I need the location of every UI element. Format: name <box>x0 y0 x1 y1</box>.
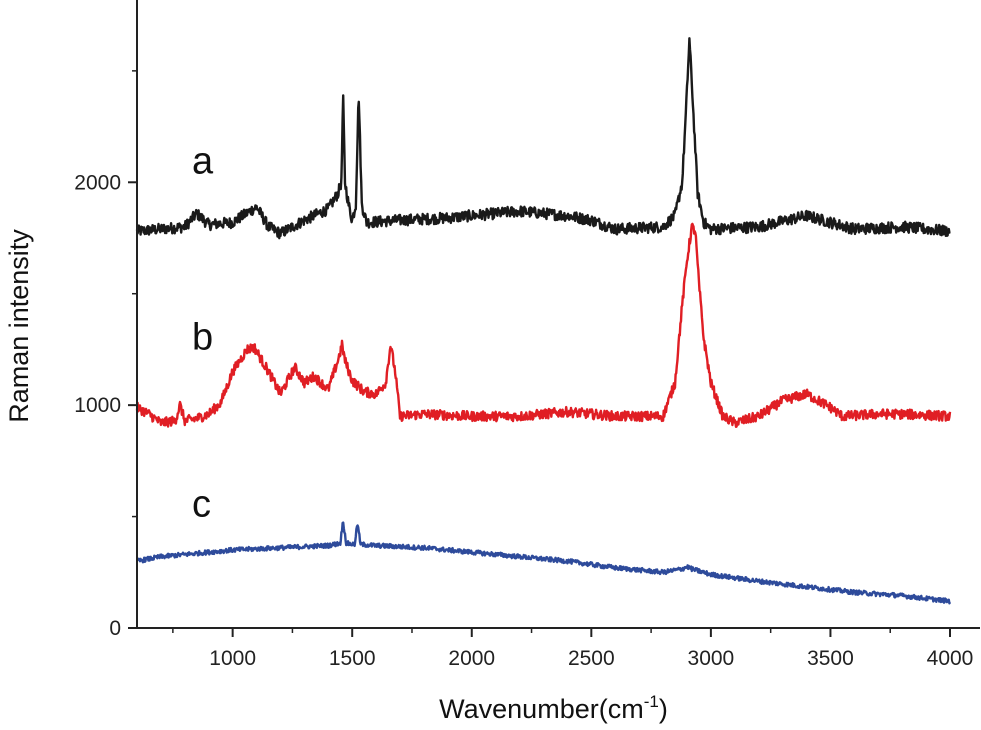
series-a-label: a <box>192 140 214 182</box>
x-tick-label: 3500 <box>807 647 854 670</box>
x-ticks: 1000 1500 2000 2500 3000 3500 4000 <box>172 628 974 670</box>
x-tick-label: 2000 <box>448 647 495 670</box>
y-axis-title: Raman intensity <box>4 229 34 423</box>
x-tick-label: 1500 <box>329 647 376 670</box>
y-tick-label: 1000 <box>74 394 121 417</box>
series-b-line <box>135 222 952 428</box>
series-layer <box>135 37 952 605</box>
y-ticks: 0 1000 2000 <box>74 70 137 640</box>
plot-area: 1000 1500 2000 2500 3000 3500 4000 0 1000 2000 a… <box>74 0 980 670</box>
x-tick-label: 1000 <box>209 647 256 670</box>
series-c-label: c <box>192 484 211 526</box>
series-b-label: b <box>192 316 213 358</box>
x-axis-title-superscript: -1 <box>644 692 659 711</box>
x-axis-title: Wavenumber(cm-1) <box>439 692 668 724</box>
x-tick-label: 4000 <box>927 647 974 670</box>
x-tick-label: 2500 <box>568 647 615 670</box>
x-axis-title-main: Wavenumber(cm <box>439 694 644 724</box>
y-tick-label: 0 <box>109 617 121 640</box>
series-a-line <box>135 37 951 240</box>
series-c-line <box>136 521 952 605</box>
x-tick-label: 3000 <box>688 647 735 670</box>
trace-labels: a b c <box>192 140 214 525</box>
y-tick-label: 2000 <box>74 171 121 194</box>
x-axis-title-suffix: ) <box>659 694 668 724</box>
